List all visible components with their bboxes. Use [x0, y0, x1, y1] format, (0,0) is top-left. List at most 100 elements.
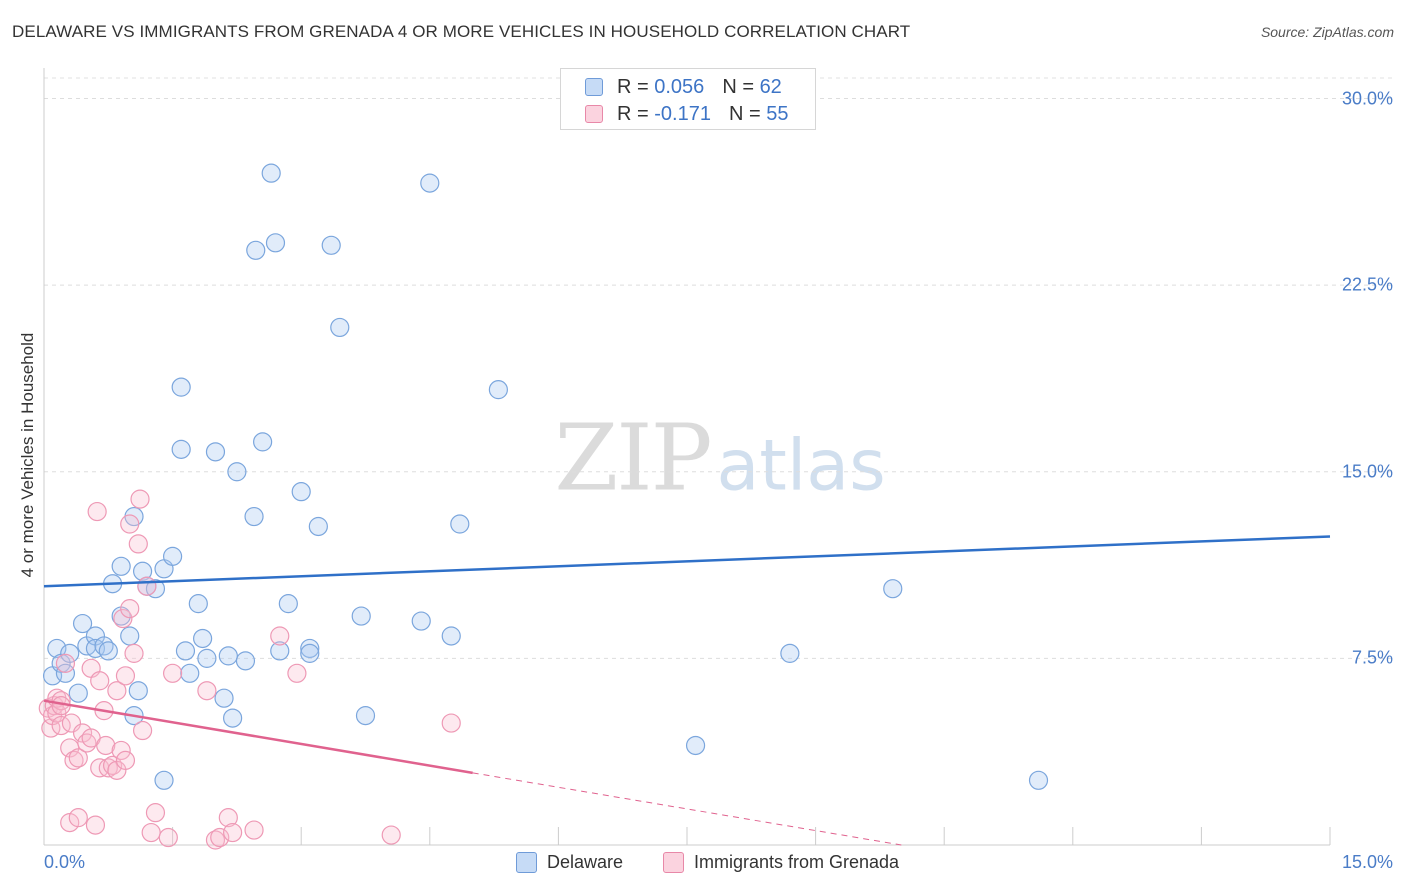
grid-lines [44, 77, 1392, 659]
chart-title: DELAWARE VS IMMIGRANTS FROM GRENADA 4 OR… [12, 22, 911, 41]
grenada-point [115, 666, 136, 686]
grenada-point [270, 626, 290, 646]
grenada-point [68, 808, 88, 828]
delaware-point [214, 688, 234, 708]
delaware-point [188, 594, 208, 614]
legend-row-grenada: R = -0.171 N = 55 [585, 102, 788, 126]
delaware-point [171, 377, 191, 397]
delaware-point [175, 641, 196, 661]
delaware-point [163, 546, 183, 566]
grenada-point [145, 803, 166, 823]
grenada-point [158, 827, 178, 848]
y-tick-label: 30.0% [1341, 88, 1393, 108]
trend-lines [43, 535, 1331, 846]
delaware-point [47, 638, 67, 659]
delaware-point [488, 380, 508, 400]
delaware-point [330, 317, 350, 338]
grenada-point [96, 735, 116, 756]
delaware-point [223, 708, 243, 728]
grenada-point [115, 750, 136, 770]
grenada-point [90, 671, 110, 691]
legend-swatch-grenada [663, 852, 684, 873]
grenada-point [163, 663, 183, 683]
grenada-point [210, 827, 230, 848]
y-tick-label: 15.0% [1341, 461, 1393, 482]
grenada-point [85, 815, 106, 835]
delaware-point [321, 235, 341, 255]
legend-r-value: 0.056 [654, 75, 705, 98]
stats-legend: R = 0.056 N = 62 R = -0.171 N = 55 [560, 68, 816, 130]
grenada-point [381, 825, 401, 845]
delaware-point [278, 594, 298, 614]
delaware-point [883, 579, 903, 599]
legend-n-value: 55 [766, 102, 789, 125]
delaware-point [218, 646, 238, 666]
legend-r-label: R = [617, 75, 649, 98]
y-axis-label: 4 or more Vehicles in Household [18, 332, 37, 578]
delaware-point [227, 462, 247, 482]
delaware-point [205, 442, 226, 462]
grenada-point [128, 534, 148, 554]
delaware-point [68, 683, 88, 703]
delaware-point [193, 628, 213, 649]
y-tick-label: 7.5% [1351, 647, 1393, 668]
grenada-point [120, 599, 140, 619]
legend-item-delaware: Delaware [516, 852, 623, 873]
delaware-point [171, 439, 191, 459]
x-tick-min: 0.0% [44, 852, 86, 872]
legend-n-value: 62 [759, 75, 782, 98]
delaware-point [441, 626, 461, 646]
legend-n-label: N = [728, 102, 761, 125]
x-tick-max: 15.0% [1341, 852, 1393, 872]
delaware-point [60, 643, 80, 663]
grenada-trend-line [43, 699, 473, 775]
grenada-point [55, 653, 76, 673]
delaware-point [291, 482, 311, 502]
grenada-point [68, 748, 88, 768]
grenada-point [120, 514, 140, 534]
delaware-point [411, 611, 431, 631]
delaware-point [685, 735, 706, 756]
delaware-point [261, 163, 281, 183]
delaware-point [180, 663, 200, 683]
delaware-point [120, 626, 140, 646]
grenada-point [130, 489, 150, 509]
grenada-point [287, 663, 307, 683]
delaware-point [111, 556, 131, 576]
grenada-point [441, 713, 461, 733]
delaware-point [253, 432, 273, 452]
grenada-point [87, 501, 107, 522]
delaware-point [197, 648, 217, 668]
delaware-point [55, 663, 76, 683]
delaware-point [98, 641, 118, 661]
delaware-point [1028, 770, 1049, 790]
delaware-point [420, 173, 440, 193]
delaware-trend-line [43, 535, 1331, 588]
delaware-point [132, 561, 153, 581]
grenada-point [197, 681, 217, 701]
grenada-point [244, 820, 264, 840]
grenada-point [107, 681, 127, 701]
legend-r-label: R = [617, 102, 649, 125]
watermark-zip: ZIP [554, 404, 712, 512]
axes [43, 68, 1331, 846]
delaware-point [128, 681, 148, 701]
delaware-point [244, 506, 264, 527]
legend-swatch-grenada [585, 105, 603, 123]
legend-n-label: N = [722, 75, 754, 98]
grenada-point [111, 740, 131, 761]
delaware-point [355, 706, 376, 726]
delaware-point [450, 514, 470, 534]
delaware-point [235, 651, 256, 671]
y-tick-label: 22.5% [1341, 274, 1393, 295]
delaware-point [154, 770, 174, 790]
source-label: Source: ZipAtlas.com [1260, 24, 1394, 40]
grenada-point [113, 608, 133, 629]
grenada-point [137, 576, 157, 596]
delaware-point [780, 643, 800, 663]
delaware-point [300, 638, 320, 659]
delaware-point [351, 606, 371, 626]
delaware-point [270, 641, 290, 661]
data-points [38, 163, 1049, 850]
